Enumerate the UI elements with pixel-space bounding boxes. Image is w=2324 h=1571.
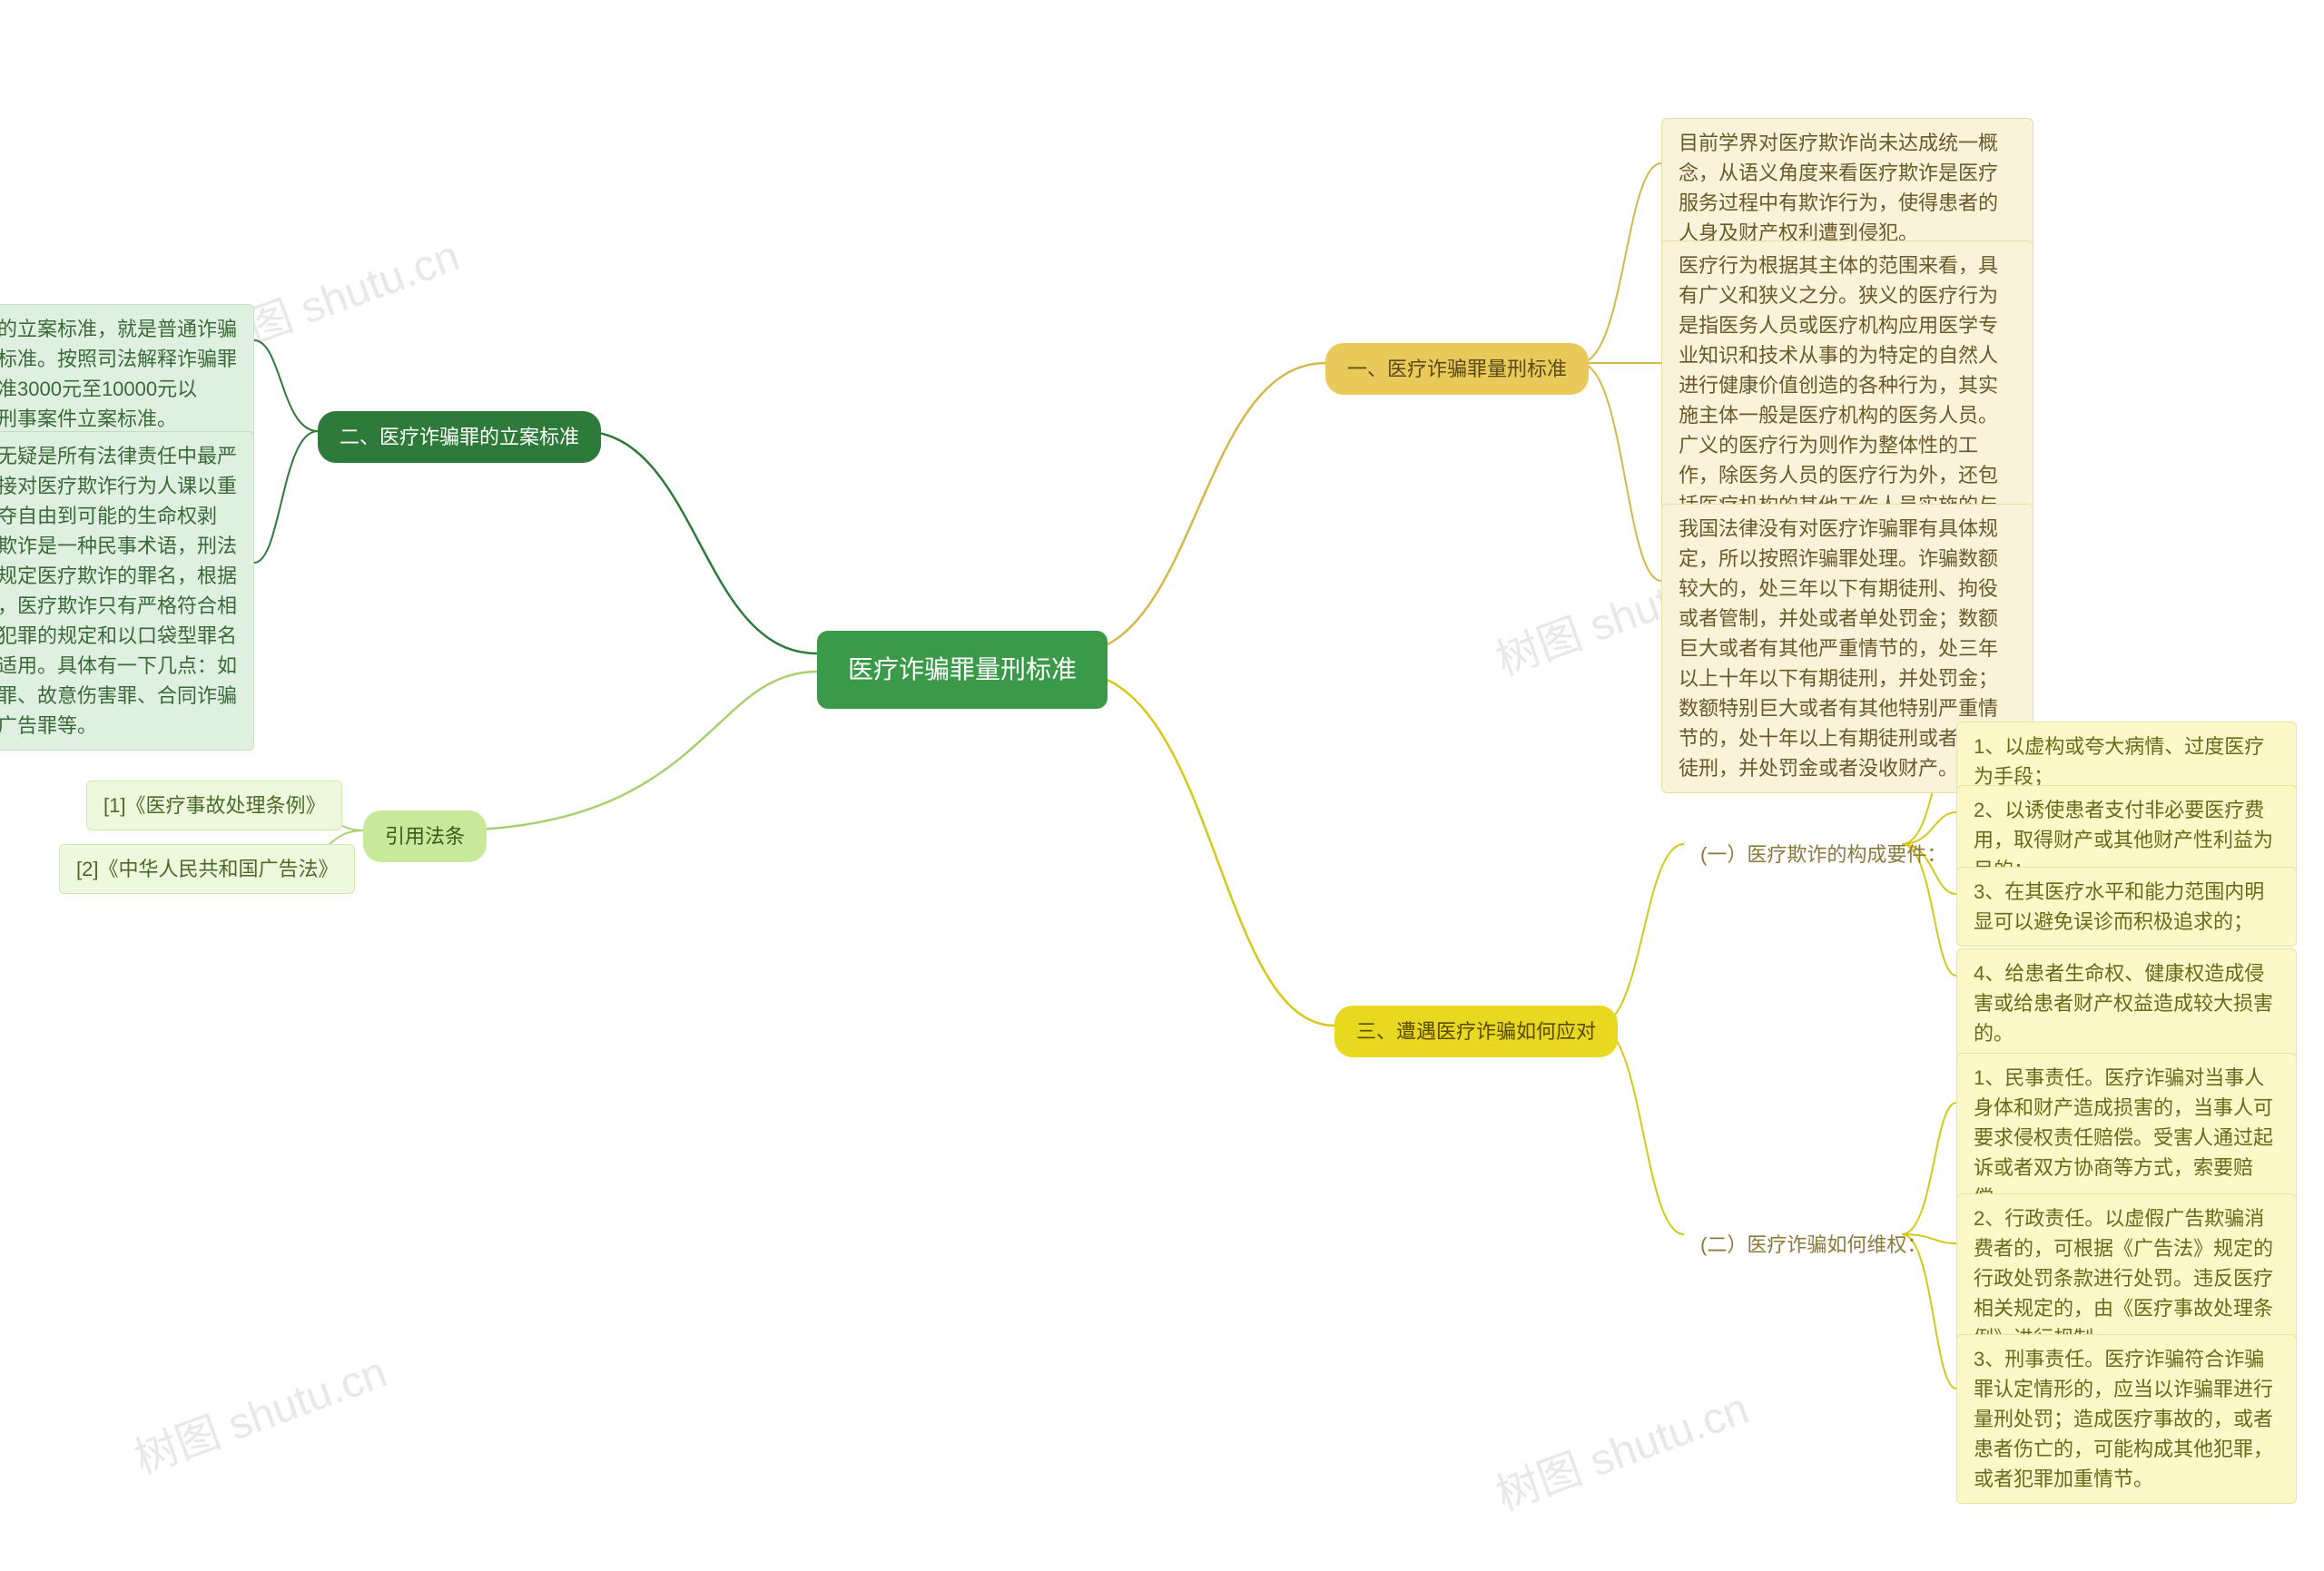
branch-2[interactable]: 二、医疗诈骗罪的立案标准 (318, 411, 601, 463)
leaf-4-1: [2]《中华人民共和国广告法》 (59, 844, 355, 894)
leaf-2-1: 刑事责任无疑是所有法律责任中最严厉的，直接对医疗欺诈行为人课以重罚，从剥夺自由到… (0, 431, 254, 751)
leaf-3-0-3: 4、给患者生命权、健康权造成侵害或给患者财产权益造成较大损害的。 (1956, 948, 2297, 1058)
branch-1[interactable]: 一、医疗诈骗罪量刑标准 (1325, 343, 1589, 395)
leaf-2-0: 医疗诈骗的立案标准，就是普通诈骗罪的立案标准。按照司法解释诈骗罪的立案标准300… (0, 304, 254, 444)
branch-3-sub-2[interactable]: (二）医疗诈骗如何维权： (1684, 1221, 1943, 1269)
watermark: 树图 shutu.cn (124, 1336, 394, 1486)
leaf-3-0-2: 3、在其医疗水平和能力范围内明显可以避免误诊而积极追求的； (1956, 867, 2297, 947)
leaf-3-1-2: 3、刑事责任。医疗诈骗符合诈骗罪认定情形的，应当以诈骗罪进行量刑处罚；造成医疗事… (1956, 1334, 2297, 1504)
branch-3-sub-1[interactable]: (一）医疗欺诈的构成要件： (1684, 830, 1963, 879)
branch-3[interactable]: 三、遭遇医疗诈骗如何应对 (1334, 1006, 1618, 1057)
center-node[interactable]: 医疗诈骗罪量刑标准 (817, 631, 1108, 709)
branch-4[interactable]: 引用法条 (363, 810, 487, 862)
watermark: 树图 shutu.cn (1486, 1372, 1756, 1522)
leaf-1-0: 目前学界对医疗欺诈尚未达成统一概念，从语义角度来看医疗欺诈是医疗服务过程中有欺诈… (1661, 118, 2034, 258)
leaf-4-0: [1]《医疗事故处理条例》 (86, 781, 342, 830)
